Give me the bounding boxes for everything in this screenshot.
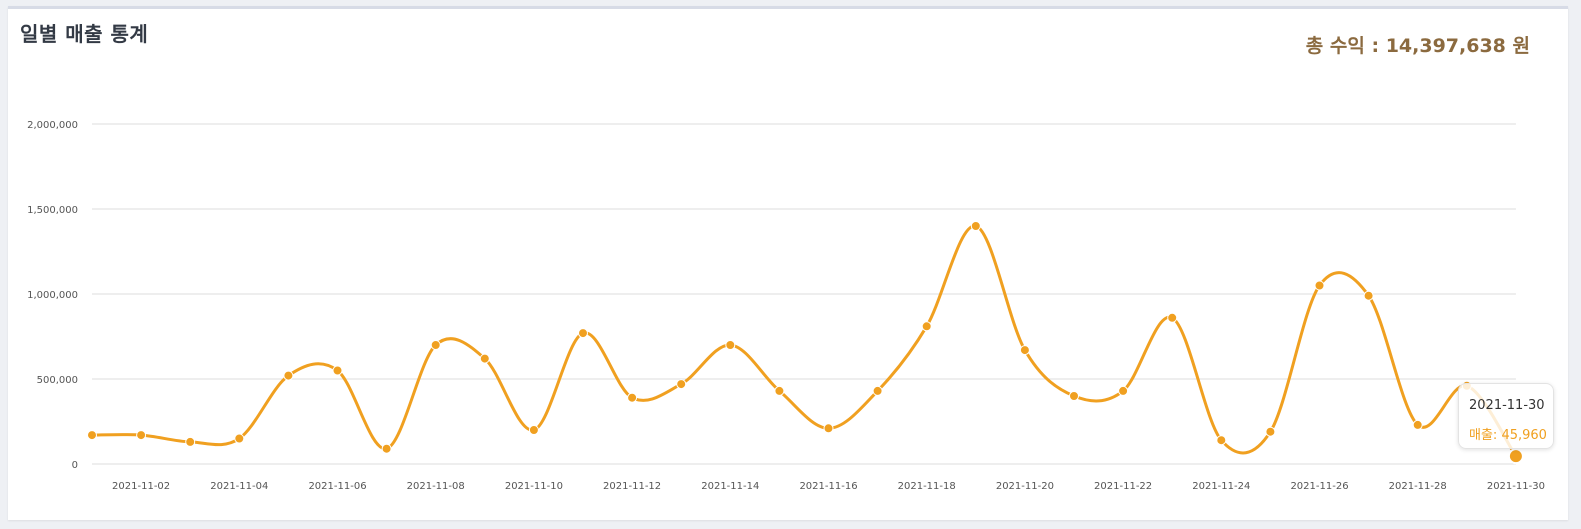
x-tick-label: 2021-11-18 <box>898 481 956 492</box>
total-revenue: 총 수익 : 14,397,638 원 <box>1306 31 1530 58</box>
data-point[interactable] <box>234 433 245 444</box>
data-point[interactable] <box>185 436 196 447</box>
x-axis-ticks: 2021-11-02 2021-11-04 2021-11-06 2021-11-08… <box>112 481 1545 492</box>
data-point[interactable] <box>627 392 638 403</box>
data-point[interactable] <box>332 365 343 376</box>
tooltip-value: 매출: 45,960 <box>1469 424 1547 443</box>
x-tick-label: 2021-11-16 <box>799 481 857 492</box>
data-point[interactable] <box>1019 345 1030 356</box>
x-tick-label: 2021-11-12 <box>603 481 661 492</box>
data-point[interactable] <box>725 340 736 350</box>
x-tick-label: 2021-11-02 <box>112 481 170 492</box>
x-tick-label: 2021-11-28 <box>1389 481 1447 492</box>
data-point[interactable] <box>774 385 785 396</box>
x-tick-label: 2021-11-24 <box>1192 481 1250 492</box>
data-point[interactable] <box>1118 385 1129 396</box>
x-tick-label: 2021-11-22 <box>1094 481 1152 492</box>
data-point[interactable] <box>136 430 147 441</box>
chart-tooltip: 2021-11-30 매출: 45,960 <box>1458 383 1554 449</box>
x-tick-label: 2021-11-26 <box>1290 481 1348 492</box>
data-point[interactable] <box>283 370 294 381</box>
daily-sales-card: 일별 매출 통계 총 수익 : 14,397,638 원 0 500,000 1,0… <box>8 6 1568 520</box>
data-point[interactable] <box>676 379 687 390</box>
data-point[interactable] <box>1216 435 1227 446</box>
data-point[interactable] <box>1412 419 1423 430</box>
data-point[interactable] <box>87 430 97 441</box>
data-point[interactable] <box>1069 391 1079 401</box>
y-tick-label: 500,000 <box>37 375 78 386</box>
x-tick-label: 2021-11-06 <box>308 481 366 492</box>
x-tick-label: 2021-11-08 <box>407 481 465 492</box>
y-axis-ticks: 0 500,000 1,000,000 1,500,000 2,000,000 <box>27 120 78 471</box>
data-point[interactable] <box>528 425 539 435</box>
data-points <box>87 221 1524 465</box>
data-point[interactable] <box>1265 426 1276 437</box>
total-revenue-unit: 원 <box>1512 35 1530 57</box>
data-point[interactable] <box>1363 290 1374 301</box>
sales-line-chart[interactable]: 0 500,000 1,000,000 1,500,000 2,000,000 2021… <box>8 9 1568 520</box>
y-tick-label: 2,000,000 <box>27 120 78 131</box>
grid-lines <box>92 123 1516 465</box>
tooltip-series-value: 45,960 <box>1501 428 1547 443</box>
data-point[interactable] <box>921 321 932 332</box>
y-tick-label: 1,500,000 <box>27 205 78 216</box>
x-tick-label: 2021-11-04 <box>210 481 268 492</box>
x-tick-label: 2021-11-30 <box>1487 481 1545 492</box>
series-line-sales <box>91 224 1518 458</box>
x-tick-label: 2021-11-14 <box>701 481 759 492</box>
card-title: 일별 매출 통계 <box>20 22 149 46</box>
data-point[interactable] <box>430 340 441 350</box>
data-point[interactable] <box>578 328 588 339</box>
total-revenue-label: 총 수익 : <box>1305 35 1380 57</box>
x-tick-label: 2021-11-10 <box>505 481 563 492</box>
data-point[interactable] <box>381 443 392 454</box>
y-tick-label: 1,000,000 <box>27 290 78 301</box>
data-point-active[interactable] <box>1507 448 1524 465</box>
x-tick-label: 2021-11-20 <box>996 481 1054 492</box>
data-point[interactable] <box>1167 312 1178 323</box>
y-tick-label: 0 <box>72 460 78 471</box>
total-revenue-value: 14,397,638 <box>1385 35 1506 57</box>
data-point[interactable] <box>823 423 834 434</box>
tooltip-series-label: 매출: <box>1469 428 1498 443</box>
data-point[interactable] <box>1314 280 1325 291</box>
data-point[interactable] <box>970 221 981 231</box>
tooltip-date: 2021-11-30 <box>1469 398 1545 413</box>
data-point[interactable] <box>872 385 883 396</box>
data-point[interactable] <box>479 353 490 364</box>
